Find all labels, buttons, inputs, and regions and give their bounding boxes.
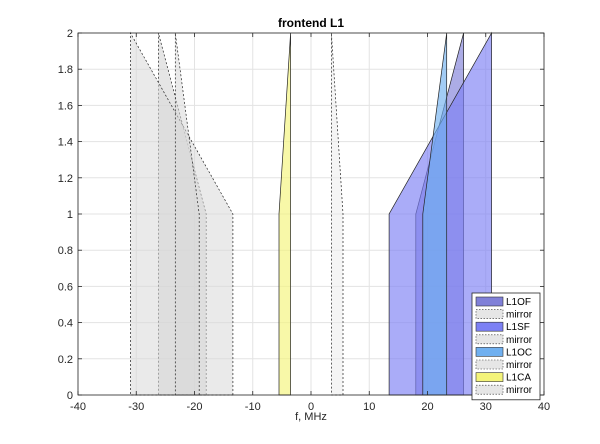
- legend-swatch: [475, 321, 504, 332]
- y-tick-label: 0: [67, 390, 73, 402]
- legend-swatch: [475, 384, 504, 395]
- x-axis-label: f, MHz: [295, 411, 327, 423]
- x-tick-label: 40: [538, 401, 550, 413]
- chart-title: frontend L1: [278, 16, 344, 30]
- y-tick-label: 0.6: [58, 281, 73, 293]
- legend-label: L1OC: [506, 347, 532, 358]
- legend-swatch: [475, 372, 504, 382]
- legend-label: mirror: [506, 335, 533, 346]
- legend-label: mirror: [506, 360, 533, 371]
- x-tick-label: -30: [128, 401, 144, 413]
- legend-swatch: [475, 309, 504, 319]
- x-tick-label: -40: [70, 401, 86, 413]
- y-tick-label: 0.2: [58, 354, 73, 366]
- y-tick-label: 2: [67, 28, 73, 40]
- legend-swatch: [475, 347, 504, 357]
- x-tick-label: 0: [308, 401, 314, 413]
- legend-label: mirror: [506, 385, 533, 396]
- y-tick-label: 1.2: [58, 173, 73, 185]
- legend-label: L1CA: [506, 373, 531, 384]
- legend-swatch: [475, 334, 504, 345]
- x-tick-label: -20: [187, 401, 203, 413]
- legend-label: mirror: [506, 310, 533, 321]
- y-tick-label: 0.8: [58, 245, 73, 257]
- y-tick-label: 0.4: [58, 318, 73, 330]
- x-tick-label: 30: [480, 401, 492, 413]
- legend-label: L1SF: [506, 322, 530, 333]
- y-tick-label: 1.6: [58, 100, 73, 112]
- x-tick-label: -10: [245, 401, 261, 413]
- legend-label: L1OF: [506, 297, 531, 308]
- y-tick-label: 1.4: [58, 137, 73, 149]
- x-tick-label: 20: [421, 401, 433, 413]
- x-tick-label: 10: [363, 401, 375, 413]
- plot-area: -40 -30 -20 -10 0 10 20 30 40 0 0.2 0.4 0.6 0.8 1 1.2 1.…: [58, 28, 550, 413]
- legend-swatch: [475, 359, 504, 370]
- y-tick-label: 1: [67, 209, 73, 221]
- y-tick-label: 1.8: [58, 64, 73, 76]
- legend-swatch: [475, 296, 504, 307]
